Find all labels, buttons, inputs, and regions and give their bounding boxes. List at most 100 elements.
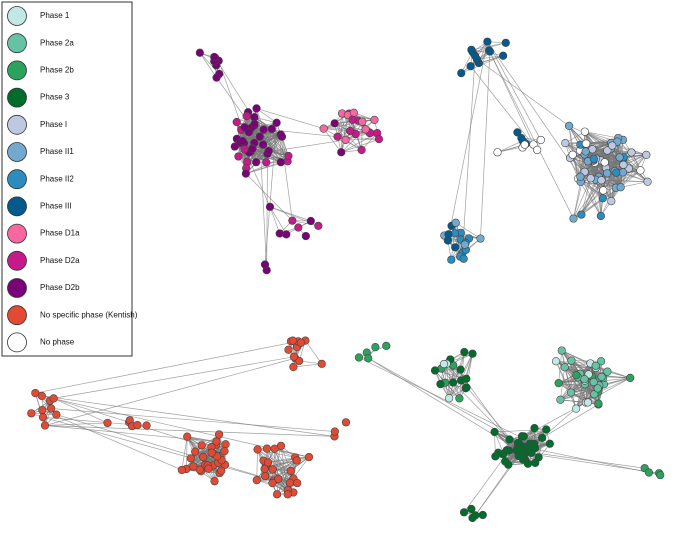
node — [439, 359, 449, 369]
node — [472, 55, 481, 64]
edge — [280, 134, 293, 221]
node — [142, 421, 151, 430]
node — [580, 127, 589, 136]
legend-swatch — [7, 87, 27, 108]
edge — [575, 381, 594, 409]
node — [103, 418, 112, 428]
node — [566, 388, 576, 397]
node — [583, 398, 593, 407]
node — [580, 375, 589, 384]
edge — [606, 173, 612, 202]
legend-label: Phase 2b — [40, 66, 74, 75]
node — [449, 378, 458, 387]
edge — [368, 357, 528, 448]
node — [232, 117, 241, 127]
node — [275, 229, 284, 238]
node — [341, 418, 351, 427]
legend-swatch — [7, 169, 27, 190]
node — [262, 158, 271, 167]
edge — [44, 357, 296, 426]
node — [240, 145, 249, 154]
node — [577, 210, 586, 219]
node — [643, 177, 652, 186]
legend-swatch — [7, 223, 27, 244]
edge — [452, 382, 510, 440]
edge — [560, 375, 577, 400]
node — [615, 153, 624, 162]
legend-swatch — [7, 6, 27, 26]
node — [545, 439, 554, 448]
node — [301, 231, 310, 241]
node — [242, 111, 251, 121]
edge — [259, 136, 268, 271]
edge — [341, 138, 380, 153]
node — [551, 357, 561, 366]
node — [467, 45, 476, 54]
node — [252, 104, 261, 113]
node — [493, 148, 502, 157]
node — [457, 69, 466, 78]
edge — [601, 179, 648, 183]
edge — [541, 404, 599, 439]
legend-label: Phase I — [40, 120, 67, 129]
node — [238, 137, 247, 146]
node — [382, 341, 391, 351]
node — [603, 367, 612, 376]
legend-label: Phase D2b — [40, 283, 80, 292]
node — [230, 142, 239, 151]
node — [455, 394, 464, 403]
legend-swatch — [7, 278, 27, 298]
edge — [450, 222, 457, 260]
node — [656, 470, 665, 480]
legend-swatch — [7, 332, 27, 353]
edge — [488, 50, 534, 145]
node — [177, 465, 186, 475]
edge — [620, 170, 641, 188]
legend-swatch — [7, 196, 27, 217]
edge — [568, 125, 613, 146]
edge — [276, 457, 296, 495]
node — [572, 371, 581, 380]
node — [274, 474, 283, 484]
node — [267, 124, 276, 134]
node — [215, 430, 224, 439]
edge — [622, 172, 648, 183]
edge — [293, 363, 322, 368]
edge — [620, 181, 648, 188]
edge — [264, 122, 277, 265]
node — [250, 119, 259, 129]
node — [534, 453, 543, 462]
edge — [616, 141, 622, 188]
node — [319, 124, 328, 133]
edge — [611, 145, 648, 182]
node — [491, 452, 500, 461]
node — [642, 150, 651, 159]
node — [277, 132, 287, 141]
node — [38, 405, 47, 415]
node — [597, 176, 606, 185]
node — [619, 160, 628, 169]
node — [572, 404, 581, 413]
edge — [41, 395, 335, 437]
node — [608, 141, 617, 150]
node — [220, 447, 229, 456]
legend-swatch — [7, 142, 27, 162]
node — [248, 144, 257, 154]
node — [520, 140, 529, 149]
node — [564, 121, 574, 130]
node — [451, 243, 460, 252]
edge — [256, 449, 258, 481]
node — [626, 373, 635, 383]
node — [37, 391, 46, 401]
edge — [305, 340, 323, 365]
node — [589, 377, 598, 387]
node — [288, 336, 297, 345]
node — [374, 135, 384, 144]
node — [349, 108, 359, 117]
node — [542, 425, 551, 434]
edge — [497, 140, 523, 153]
legend-swatch — [7, 33, 27, 54]
edge — [186, 436, 188, 469]
edge — [580, 181, 604, 199]
